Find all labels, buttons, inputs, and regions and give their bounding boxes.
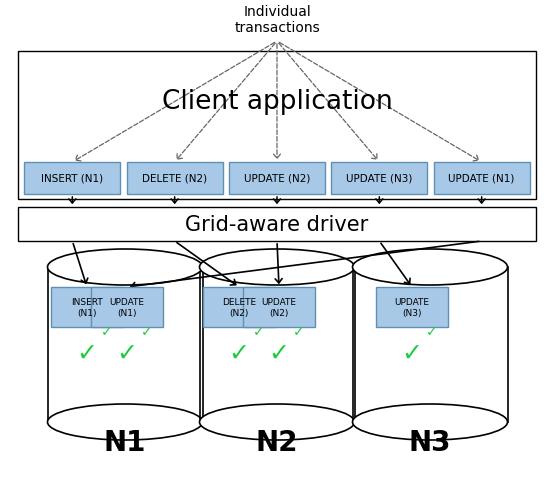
Text: N3: N3 xyxy=(409,428,452,456)
Text: ✓: ✓ xyxy=(116,341,137,365)
Ellipse shape xyxy=(48,249,203,285)
Text: INSERT (N1): INSERT (N1) xyxy=(41,174,104,183)
Bar xyxy=(376,287,448,327)
Text: UPDATE (N1): UPDATE (N1) xyxy=(449,174,515,183)
Text: UPDATE (N2): UPDATE (N2) xyxy=(244,174,310,183)
Bar xyxy=(51,287,123,327)
Text: N1: N1 xyxy=(104,428,146,456)
Bar xyxy=(199,267,355,422)
Text: ✓: ✓ xyxy=(269,341,290,365)
Ellipse shape xyxy=(48,404,203,440)
Text: DELETE (N2): DELETE (N2) xyxy=(142,174,207,183)
Text: ✓: ✓ xyxy=(141,325,153,338)
Text: ✓: ✓ xyxy=(402,341,423,365)
Bar xyxy=(24,163,120,195)
Text: INSERT
(N1): INSERT (N1) xyxy=(71,298,103,317)
Ellipse shape xyxy=(199,404,355,440)
Text: ✓: ✓ xyxy=(294,325,305,338)
Text: UPDATE (N3): UPDATE (N3) xyxy=(346,174,413,183)
Text: ✓: ✓ xyxy=(253,325,265,338)
Text: DELETE
(N2): DELETE (N2) xyxy=(222,298,256,317)
Text: Grid-aware driver: Grid-aware driver xyxy=(186,215,368,235)
Text: N2: N2 xyxy=(256,428,298,456)
Ellipse shape xyxy=(352,249,507,285)
Text: UPDATE
(N2): UPDATE (N2) xyxy=(261,298,296,317)
Text: Client application: Client application xyxy=(162,89,392,115)
Bar xyxy=(203,287,275,327)
Text: UPDATE
(N1): UPDATE (N1) xyxy=(110,298,145,317)
Bar xyxy=(243,287,315,327)
Bar xyxy=(434,163,530,195)
Text: UPDATE
(N3): UPDATE (N3) xyxy=(394,298,429,317)
Bar xyxy=(229,163,325,195)
Bar xyxy=(331,163,427,195)
Text: ✓: ✓ xyxy=(427,325,438,338)
Bar xyxy=(18,52,536,200)
Bar xyxy=(91,287,163,327)
Text: ✓: ✓ xyxy=(101,325,113,338)
Text: ✓: ✓ xyxy=(228,341,249,365)
Bar xyxy=(352,267,507,422)
Bar xyxy=(18,207,536,242)
Text: Individual
transactions: Individual transactions xyxy=(234,5,320,35)
Ellipse shape xyxy=(352,404,507,440)
Text: ✓: ✓ xyxy=(76,341,98,365)
Bar xyxy=(48,267,203,422)
Bar xyxy=(127,163,223,195)
Ellipse shape xyxy=(199,249,355,285)
